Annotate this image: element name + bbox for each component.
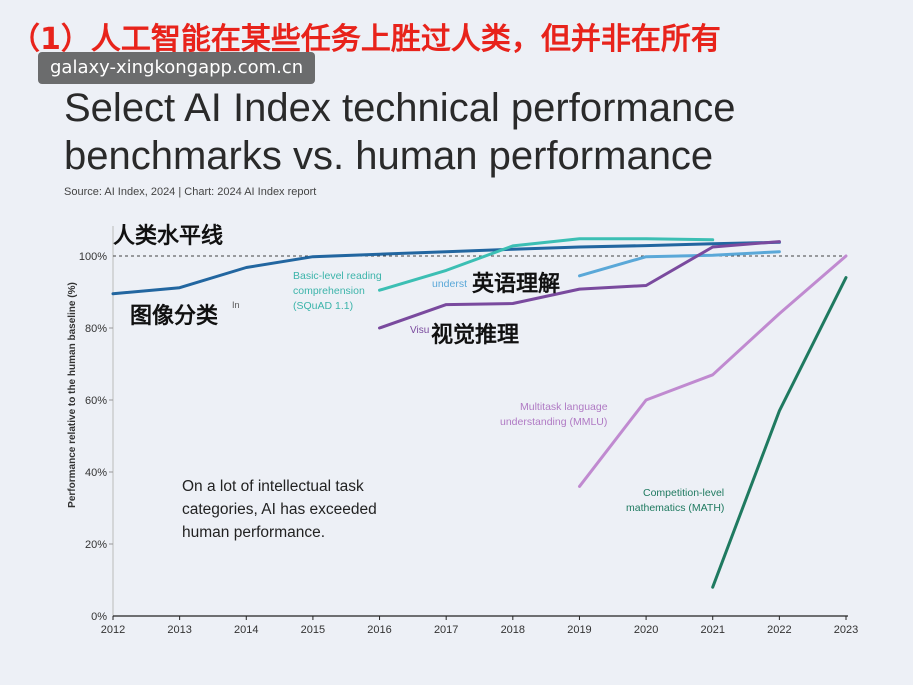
visual-reasoning-cn-label: 视觉推理 (431, 322, 519, 348)
note-line2: categories, AI has exceeded (182, 501, 377, 518)
y-tick-label: 20% (85, 539, 107, 551)
x-tick-label: 2018 (501, 624, 525, 636)
note-line1: On a lot of intellectual task (182, 478, 364, 495)
math-label-line1: Competition-level (643, 487, 724, 499)
series-line-2 (578, 250, 781, 278)
x-tick-label: 2019 (567, 624, 591, 636)
english-partial-label: underst (432, 278, 467, 290)
y-tick-label: 100% (79, 251, 107, 263)
english-understanding-cn-label: 英语理解 (472, 271, 560, 297)
x-tick-label: 2023 (834, 624, 858, 636)
math-label-line2: mathematics (MATH) (626, 502, 724, 514)
human-baseline-label: 人类水平线 (113, 223, 223, 249)
x-tick-label: 2022 (767, 624, 791, 636)
y-tick-label: 60% (85, 395, 107, 407)
x-tick-label: 2015 (301, 624, 325, 636)
series-layer (111, 237, 848, 589)
page-headline: （1）人工智能在某些任务上胜过人类，但并非在所有 (10, 22, 721, 57)
x-tick-label: 2013 (167, 624, 191, 636)
grid-layer: 0% 20% 40% 60% 80% 100% 2012 2013 2014 2015 2016 20… (79, 226, 858, 636)
label-layer: Performance relative to the human baseli… (67, 223, 724, 541)
series-line-5 (711, 276, 848, 589)
series-line-3 (378, 240, 781, 330)
watermark: galaxy-xingkongapp.com.cn (38, 52, 316, 84)
squad-label-line1: Basic-level reading (293, 270, 382, 282)
image-classification-cn-label: 图像分类 (130, 303, 219, 329)
y-tick-label: 40% (85, 467, 107, 479)
chart-title: Select AI Index technical performance be… (64, 86, 736, 178)
series-line-0 (111, 240, 781, 296)
x-tick-label: 2021 (700, 624, 724, 636)
x-tick-label: 2017 (434, 624, 458, 636)
chart-source: Source: AI Index, 2024 | Chart: 2024 AI … (64, 186, 317, 198)
mmlu-label-line2: understanding (MMLU) (500, 416, 607, 428)
squad-label-line3: (SQuAD 1.1) (293, 300, 353, 312)
mmlu-label-line1: Multitask language (520, 401, 608, 413)
x-tick-label: 2012 (101, 624, 125, 636)
x-tick-label: 2020 (634, 624, 658, 636)
visual-partial-label: Visu (410, 325, 429, 336)
note-line3: human performance. (182, 524, 325, 541)
y-tick-label: 80% (85, 323, 107, 335)
series-line-1 (378, 237, 715, 292)
image-classification-partial-label: In (232, 300, 240, 310)
y-axis-label: Performance relative to the human baseli… (67, 282, 78, 508)
squad-label-line2: comprehension (293, 285, 365, 297)
y-tick-label: 0% (91, 611, 107, 623)
x-tick-label: 2014 (234, 624, 258, 636)
x-tick-label: 2016 (367, 624, 391, 636)
series-line-4 (578, 254, 848, 488)
